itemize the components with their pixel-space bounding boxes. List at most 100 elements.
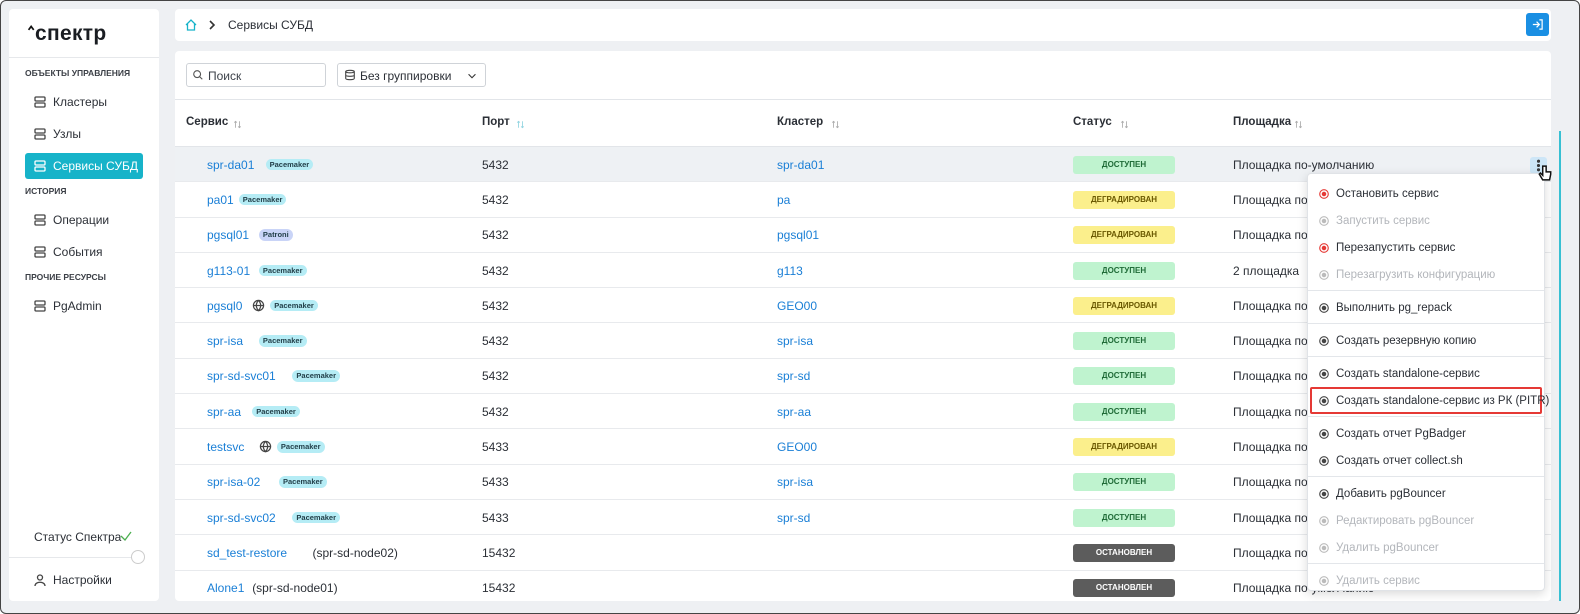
sidebar-item-icon bbox=[33, 213, 47, 227]
menu-item-icon-svg bbox=[1318, 575, 1330, 587]
service-link[interactable]: g113-01 bbox=[207, 265, 250, 277]
column-header[interactable]: Площадка bbox=[1233, 117, 1291, 129]
menu-item[interactable]: Создать standalone-сервис из РК (PITR) bbox=[1310, 387, 1542, 414]
sidebar-item[interactable]: Кластеры bbox=[25, 89, 143, 115]
search-input[interactable]: Поиск bbox=[186, 63, 326, 87]
service-link[interactable]: spr-sd-svc01 bbox=[207, 370, 276, 382]
grouping-select[interactable]: Без группировки bbox=[337, 63, 486, 87]
menu-item-label: Удалить сервис bbox=[1336, 576, 1420, 588]
port: 5433 bbox=[482, 441, 509, 453]
service-tag: Pacemaker bbox=[270, 300, 318, 312]
service-link[interactable]: pa01 bbox=[207, 194, 234, 206]
service-link[interactable]: spr-aa bbox=[207, 406, 241, 418]
menu-item-label: Перезапустить сервис bbox=[1336, 243, 1455, 255]
column-header[interactable]: Статус bbox=[1073, 117, 1112, 129]
service-link[interactable]: Alone1 bbox=[207, 582, 244, 594]
service-link[interactable]: pgsql01 bbox=[207, 229, 249, 241]
status-label: ОСТАНОВЛЕН bbox=[1073, 584, 1175, 592]
service-node: (spr-sd-node01) bbox=[252, 582, 337, 594]
menu-item-icon-svg bbox=[1318, 269, 1330, 281]
sidebar-status: Статус Спектра bbox=[34, 531, 121, 543]
status-badge: ДОСТУПЕН bbox=[1073, 403, 1175, 421]
settings-label: Настройки bbox=[53, 574, 112, 586]
dropdown-chevron-svg bbox=[466, 70, 478, 82]
settings-item[interactable]: Настройки bbox=[25, 569, 143, 591]
sidebar-item-label: События bbox=[53, 246, 103, 258]
column-header[interactable]: Порт bbox=[482, 117, 510, 129]
cluster-link[interactable]: g113 bbox=[777, 265, 803, 277]
cluster-link[interactable]: spr-aa bbox=[777, 406, 811, 418]
menu-item[interactable]: Создать отчет PgBadger bbox=[1310, 420, 1542, 447]
column-header[interactable]: Сервис bbox=[186, 117, 228, 129]
menu-item-label: Добавить pgBouncer bbox=[1336, 489, 1446, 501]
menu-item[interactable]: Создать standalone-сервис bbox=[1310, 360, 1542, 387]
cluster-link[interactable]: spr-isa bbox=[777, 335, 813, 347]
menu-item-label: Создать standalone-сервис из РК (PITR) bbox=[1336, 396, 1549, 408]
status-badge: ДОСТУПЕН bbox=[1073, 367, 1175, 385]
sidebar-item-icon-svg bbox=[33, 127, 47, 141]
sidebar-item[interactable]: Сервисы СУБД bbox=[25, 153, 143, 179]
menu-item: Перезагрузить конфигурацию bbox=[1310, 261, 1542, 288]
cluster-link[interactable]: GEO00 bbox=[777, 441, 817, 453]
menu-item-icon bbox=[1318, 368, 1330, 380]
status-badge: ДОСТУПЕН bbox=[1073, 262, 1175, 280]
search-icon-svg bbox=[192, 69, 204, 81]
service-link[interactable]: pgsql0 bbox=[207, 300, 242, 312]
sidebar-item[interactable]: Узлы bbox=[25, 121, 143, 147]
geo-icon-svg bbox=[252, 299, 265, 312]
cluster-link[interactable]: pgsql01 bbox=[777, 229, 819, 241]
sort-icon bbox=[831, 118, 840, 127]
service-node: (spr-sd-node02) bbox=[313, 547, 398, 559]
sidebar-item[interactable]: События bbox=[25, 239, 143, 265]
column-header[interactable]: Кластер bbox=[777, 117, 823, 129]
menu-separator bbox=[1308, 563, 1544, 564]
cluster-link[interactable]: GEO00 bbox=[777, 300, 817, 312]
collapse-button[interactable] bbox=[131, 550, 145, 564]
cluster-link[interactable]: spr-sd bbox=[777, 512, 810, 524]
cluster-link[interactable]: spr-sd bbox=[777, 370, 810, 382]
sidebar-item-icon bbox=[33, 127, 47, 141]
cluster-link[interactable]: spr-da01 bbox=[777, 159, 824, 171]
port: 15432 bbox=[482, 582, 515, 594]
logout-icon-svg bbox=[1531, 18, 1544, 31]
sidebar-item-icon bbox=[33, 95, 47, 109]
service-link[interactable]: spr-sd-svc02 bbox=[207, 512, 276, 524]
menu-item-icon-svg bbox=[1318, 302, 1330, 314]
sidebar-item[interactable]: PgAdmin bbox=[25, 293, 143, 319]
sort-icon bbox=[1294, 118, 1303, 127]
status-label: ДЕГРАДИРОВАН bbox=[1073, 443, 1175, 451]
settings-icon-svg bbox=[33, 573, 47, 587]
sort-icon-svg bbox=[1120, 120, 1129, 129]
menu-item[interactable]: Добавить pgBouncer bbox=[1310, 480, 1542, 507]
menu-item[interactable]: Перезапустить сервис bbox=[1310, 234, 1542, 261]
service-link[interactable]: testsvc bbox=[207, 441, 244, 453]
menu-item-label: Выполнить pg_repack bbox=[1336, 303, 1452, 315]
cluster-link[interactable]: spr-isa bbox=[777, 476, 813, 488]
grouping-label: Без группировки bbox=[360, 70, 451, 82]
sidebar-item-icon bbox=[33, 159, 47, 173]
site: 2 площадка bbox=[1233, 265, 1299, 277]
status-badge: ДЕГРАДИРОВАН bbox=[1073, 438, 1175, 456]
service-tag: Pacemaker bbox=[277, 441, 325, 453]
status-label: ОСТАНОВЛЕН bbox=[1073, 549, 1175, 557]
menu-item-icon bbox=[1318, 542, 1330, 554]
menu-item[interactable]: Создать отчет collect.sh bbox=[1310, 447, 1542, 474]
sidebar-item[interactable]: Операции bbox=[25, 207, 143, 233]
service-link[interactable]: spr-isa bbox=[207, 335, 243, 347]
grouping-icon-svg bbox=[344, 69, 356, 81]
service-link[interactable]: spr-da01 bbox=[207, 159, 254, 171]
menu-item[interactable]: Создать резервную копию bbox=[1310, 327, 1542, 354]
status-check bbox=[119, 529, 133, 543]
table-top-border bbox=[175, 99, 1551, 100]
service-link[interactable]: sd_test-restore bbox=[207, 547, 287, 559]
chevron bbox=[205, 18, 219, 32]
logout-button[interactable] bbox=[1526, 13, 1549, 36]
sort-icon-svg bbox=[516, 120, 525, 129]
status-badge: ДОСТУПЕН bbox=[1073, 156, 1175, 174]
menu-item-icon-svg bbox=[1318, 395, 1330, 407]
menu-item[interactable]: Остановить сервис bbox=[1310, 180, 1542, 207]
cluster-link[interactable]: pa bbox=[777, 194, 790, 206]
menu-item[interactable]: Выполнить pg_repack bbox=[1310, 294, 1542, 321]
menu-item: Редактировать pgBouncer bbox=[1310, 507, 1542, 534]
service-link[interactable]: spr-isa-02 bbox=[207, 476, 260, 488]
